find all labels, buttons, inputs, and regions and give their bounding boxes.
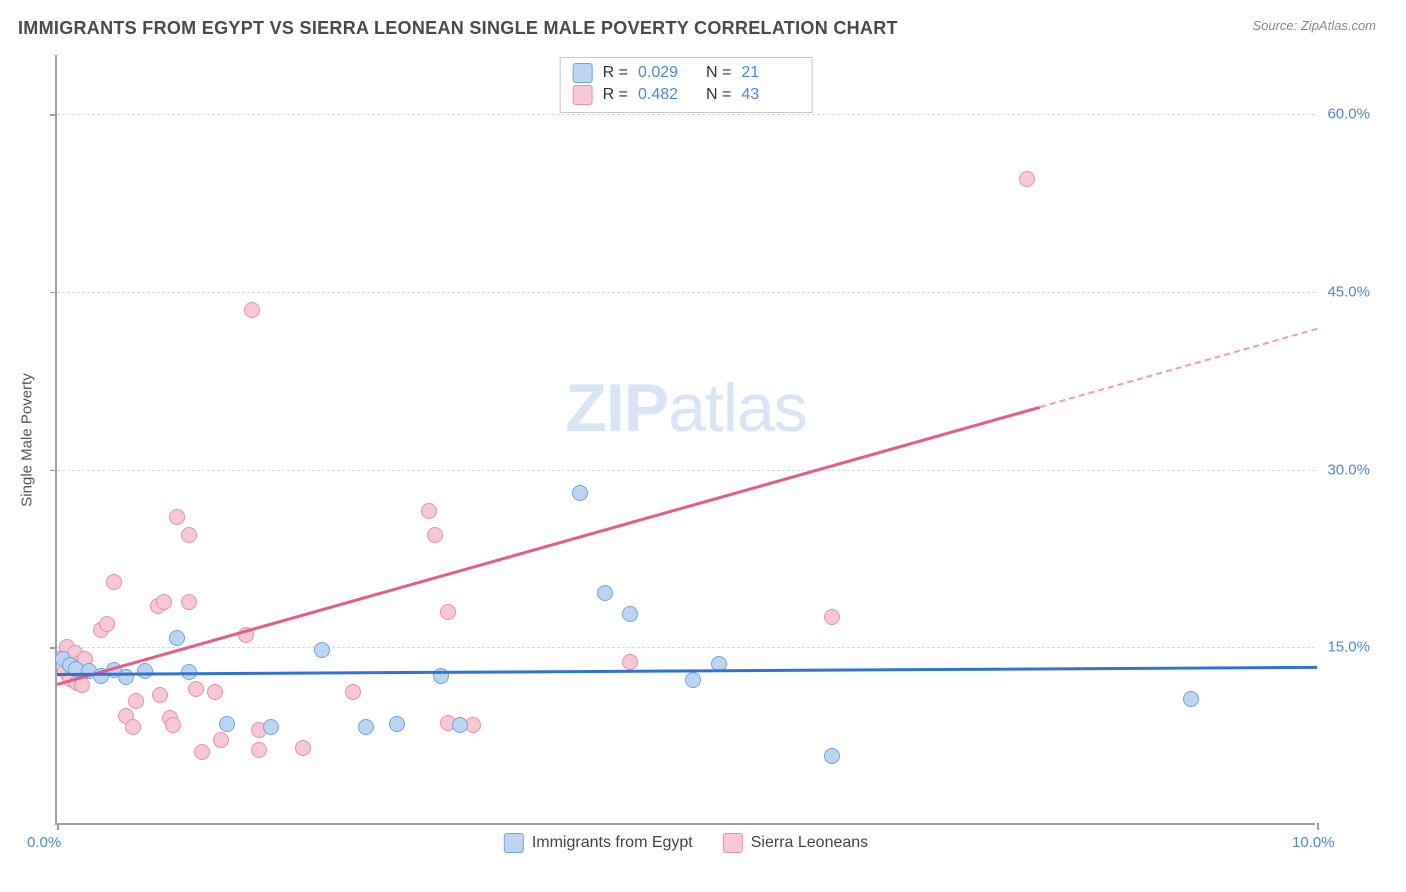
legend-item-1: Sierra Leoneans <box>723 833 868 853</box>
y-axis-title: Single Male Poverty <box>19 373 36 506</box>
scatter-point <box>169 630 185 646</box>
legend-n-label: N = <box>706 64 731 82</box>
scatter-point <box>169 509 185 525</box>
scatter-point <box>572 485 588 501</box>
legend-n-value-0: 21 <box>741 64 799 82</box>
scatter-point <box>99 616 115 632</box>
scatter-point <box>824 609 840 625</box>
scatter-point <box>181 527 197 543</box>
scatter-point <box>128 693 144 709</box>
scatter-point <box>622 654 638 670</box>
source-attribution: Source: ZipAtlas.com <box>1252 18 1376 33</box>
watermark: ZIPatlas <box>565 369 806 447</box>
scatter-point <box>824 748 840 764</box>
legend-stats-row-0: R = 0.029 N = 21 <box>573 62 800 84</box>
y-tick-mark <box>50 292 57 294</box>
x-tick-mark <box>1317 823 1319 830</box>
y-tick-label: 30.0% <box>1327 461 1370 478</box>
plot-container: Single Male Poverty ZIPatlas R = 0.029 N… <box>45 55 1365 825</box>
plot-area: ZIPatlas R = 0.029 N = 21 R = 0.482 N = … <box>55 55 1315 825</box>
legend-r-label: R = <box>603 86 628 104</box>
legend-swatch-1 <box>573 85 593 105</box>
chart-title: IMMIGRANTS FROM EGYPT VS SIERRA LEONEAN … <box>18 18 898 39</box>
y-tick-label: 60.0% <box>1327 106 1370 123</box>
y-tick-mark <box>50 647 57 649</box>
legend-r-value-0: 0.029 <box>638 64 696 82</box>
scatter-point <box>1019 171 1035 187</box>
legend-r-value-1: 0.482 <box>638 86 696 104</box>
y-tick-label: 45.0% <box>1327 283 1370 300</box>
legend-swatch-0 <box>573 63 593 83</box>
scatter-point <box>421 503 437 519</box>
x-tick-label: 0.0% <box>27 834 61 851</box>
scatter-point <box>137 663 153 679</box>
scatter-point <box>181 594 197 610</box>
scatter-point <box>314 642 330 658</box>
x-tick-mark <box>57 823 59 830</box>
scatter-point <box>251 742 267 758</box>
gridline <box>57 114 1315 115</box>
y-tick-label: 15.0% <box>1327 639 1370 656</box>
gridline <box>57 292 1315 293</box>
gridline <box>57 470 1315 471</box>
scatter-point <box>452 717 468 733</box>
x-tick-label: 10.0% <box>1292 834 1335 851</box>
scatter-point <box>118 669 134 685</box>
legend-swatch-bottom-0 <box>504 833 524 853</box>
scatter-point <box>152 687 168 703</box>
legend-n-label: N = <box>706 86 731 104</box>
scatter-point <box>244 302 260 318</box>
scatter-point <box>188 681 204 697</box>
scatter-point <box>295 740 311 756</box>
scatter-point <box>194 744 210 760</box>
scatter-point <box>263 719 279 735</box>
legend-stats-row-1: R = 0.482 N = 43 <box>573 84 800 106</box>
scatter-point <box>219 716 235 732</box>
trend-line <box>57 406 1040 686</box>
gridline <box>57 647 1315 648</box>
scatter-point <box>685 672 701 688</box>
legend-item-0: Immigrants from Egypt <box>504 833 693 853</box>
scatter-point <box>106 574 122 590</box>
scatter-point <box>156 594 172 610</box>
scatter-point <box>213 732 229 748</box>
scatter-point <box>427 527 443 543</box>
legend-n-value-1: 43 <box>741 86 799 104</box>
y-tick-mark <box>50 114 57 116</box>
legend-swatch-bottom-1 <box>723 833 743 853</box>
scatter-point <box>207 684 223 700</box>
legend-series: Immigrants from Egypt Sierra Leoneans <box>504 833 868 853</box>
scatter-point <box>125 719 141 735</box>
scatter-point <box>1183 691 1199 707</box>
scatter-point <box>389 716 405 732</box>
scatter-point <box>440 604 456 620</box>
legend-series-name-1: Sierra Leoneans <box>751 834 868 852</box>
legend-r-label: R = <box>603 64 628 82</box>
scatter-point <box>597 585 613 601</box>
legend-series-name-0: Immigrants from Egypt <box>532 834 693 852</box>
scatter-point <box>165 717 181 733</box>
trend-line <box>1040 327 1318 407</box>
scatter-point <box>622 606 638 622</box>
y-tick-mark <box>50 470 57 472</box>
legend-stats: R = 0.029 N = 21 R = 0.482 N = 43 <box>560 57 813 113</box>
scatter-point <box>345 684 361 700</box>
scatter-point <box>358 719 374 735</box>
